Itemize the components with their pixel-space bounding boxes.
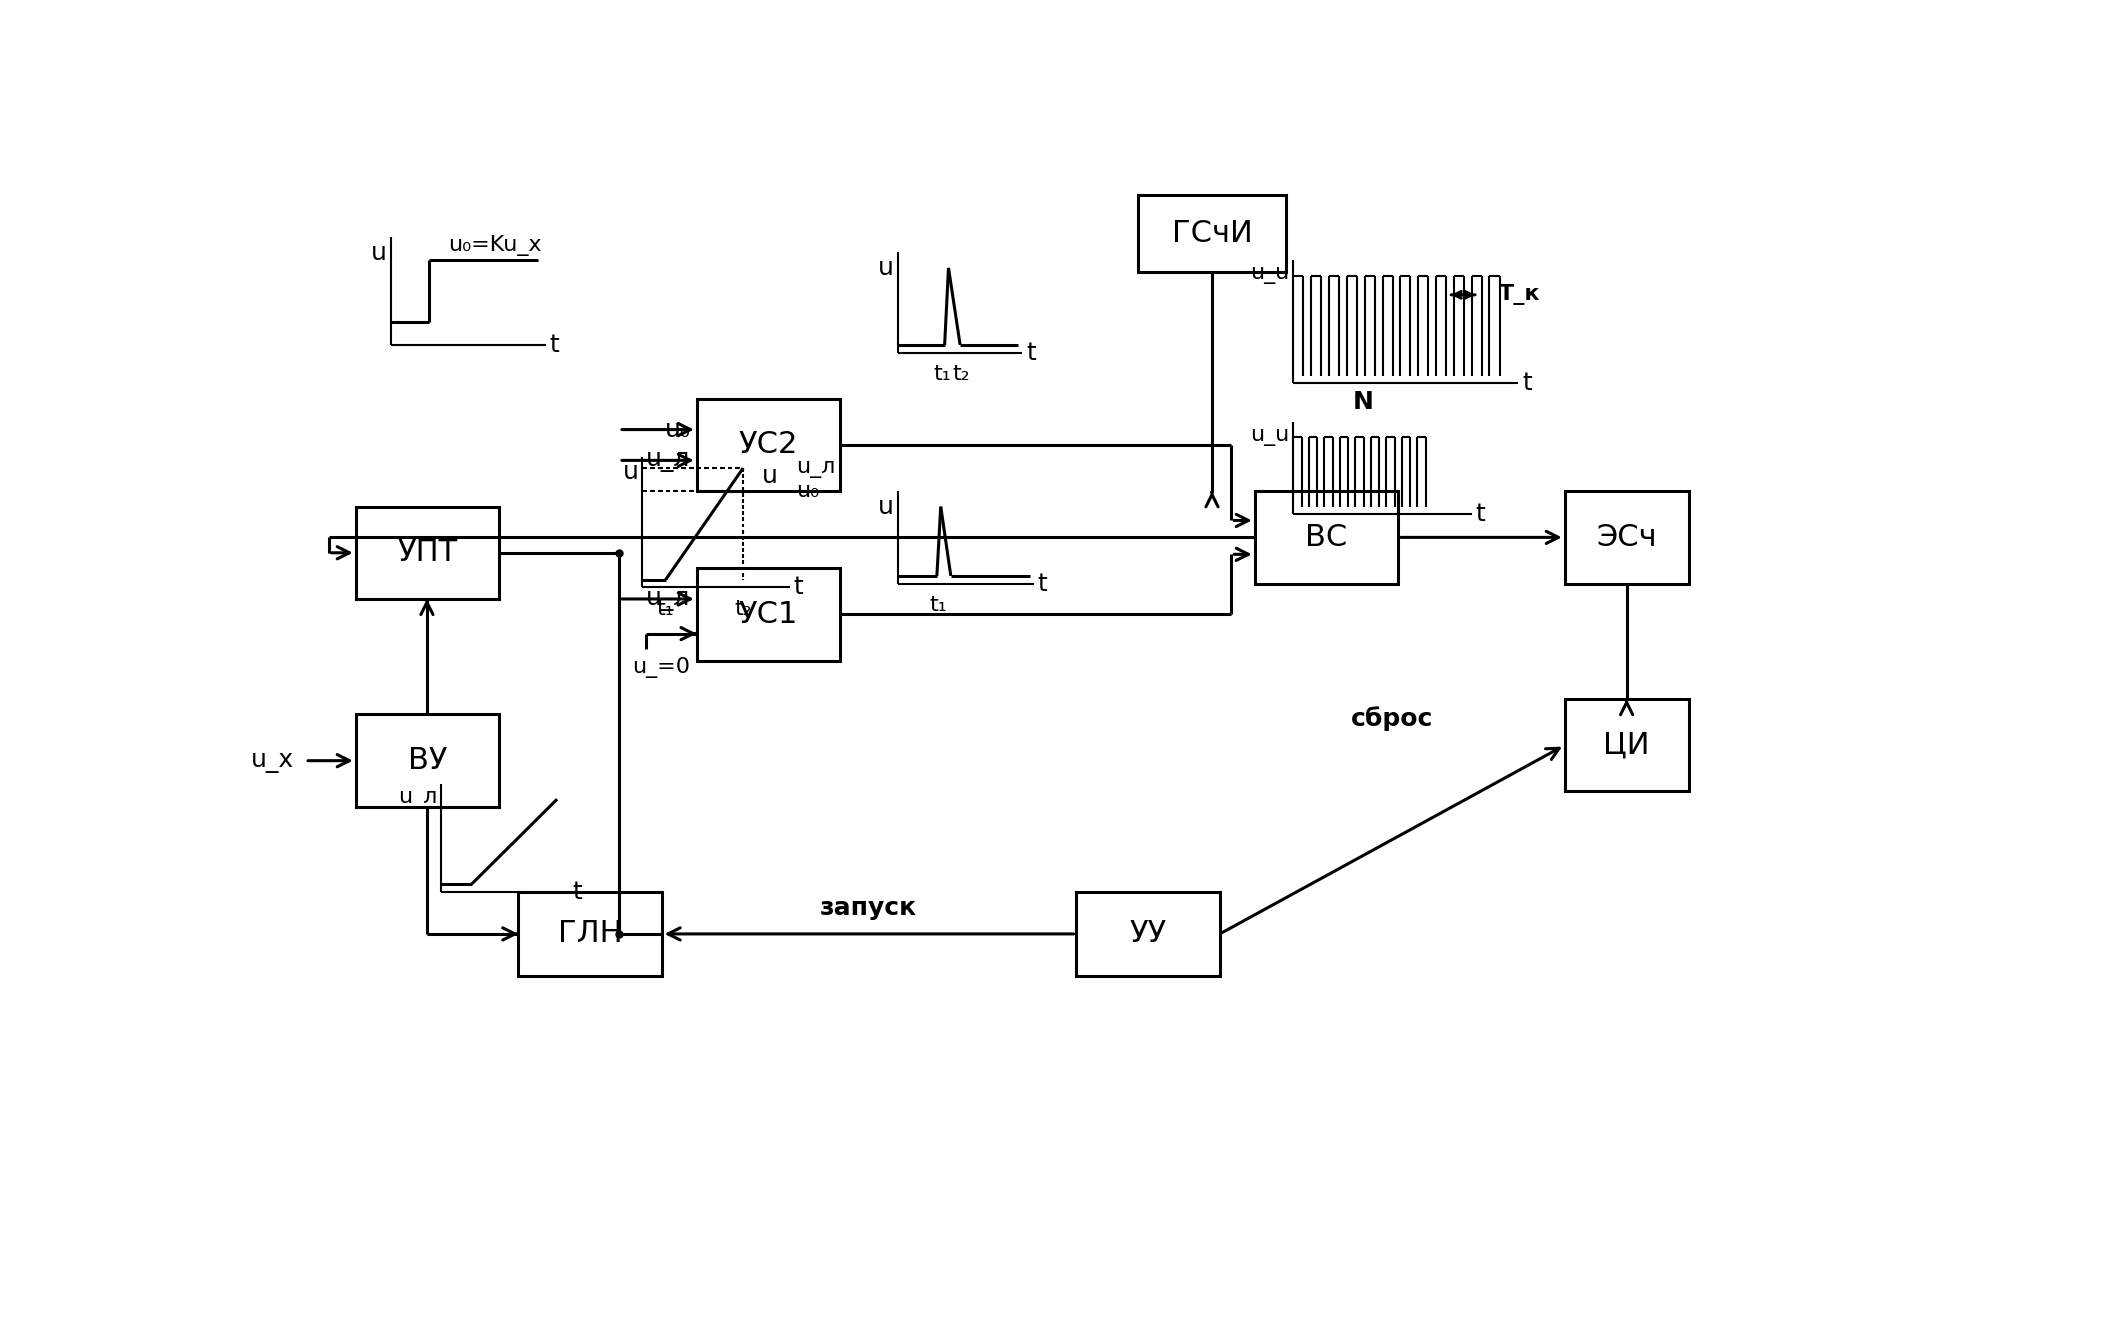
FancyBboxPatch shape [698,399,840,491]
Text: УУ: УУ [1130,919,1166,948]
Text: t₁: t₁ [929,595,948,615]
Text: ГСчИ: ГСчИ [1172,219,1252,248]
Text: ЭСч: ЭСч [1597,523,1658,552]
Text: u₀=Ku_x: u₀=Ku_x [448,235,542,256]
Text: u_u: u_u [1250,264,1290,284]
Text: t: t [1038,571,1048,595]
Text: t: t [548,334,559,358]
Text: t: t [1475,503,1485,527]
Text: u: u [370,241,387,265]
FancyBboxPatch shape [1565,491,1689,583]
Text: УС2: УС2 [740,431,798,459]
FancyBboxPatch shape [1565,699,1689,791]
Text: u: u [622,460,639,484]
Text: запуск: запуск [819,896,918,920]
Text: u: u [878,256,895,280]
Text: УПТ: УПТ [397,539,458,567]
Text: u_x: u_x [250,748,294,772]
Text: u_=0: u_=0 [632,656,691,678]
Text: t₁: t₁ [933,364,952,384]
Text: сброс: сброс [1351,707,1433,731]
Text: u_л: u_л [397,787,437,807]
Text: t₂: t₂ [735,599,752,619]
Text: u₀: u₀ [664,418,691,442]
Text: t₂: t₂ [954,364,971,384]
FancyBboxPatch shape [355,507,500,599]
Text: u: u [763,464,777,488]
Text: t₁: t₁ [658,599,674,619]
Text: УС1: УС1 [740,600,798,628]
Text: u_л: u_л [645,448,691,472]
Text: ВС: ВС [1305,523,1347,552]
Text: t: t [1025,340,1036,364]
Text: t: t [1521,371,1532,395]
Text: N: N [1353,390,1374,414]
FancyBboxPatch shape [1254,491,1397,583]
Text: u₀: u₀ [796,482,819,502]
Text: ГЛН: ГЛН [557,919,622,948]
Text: ЦИ: ЦИ [1603,731,1649,760]
Text: T_к: T_к [1498,284,1540,305]
FancyBboxPatch shape [1076,891,1221,976]
Text: u_л: u_л [645,587,691,611]
Text: ВУ: ВУ [408,746,448,775]
FancyBboxPatch shape [355,715,500,807]
Text: u: u [878,495,895,519]
Text: t: t [794,575,803,599]
FancyBboxPatch shape [519,891,662,976]
Text: t: t [574,879,582,903]
FancyBboxPatch shape [1139,195,1286,272]
Text: u_л: u_л [796,458,836,478]
Text: u_u: u_u [1250,426,1290,446]
FancyBboxPatch shape [698,568,840,660]
